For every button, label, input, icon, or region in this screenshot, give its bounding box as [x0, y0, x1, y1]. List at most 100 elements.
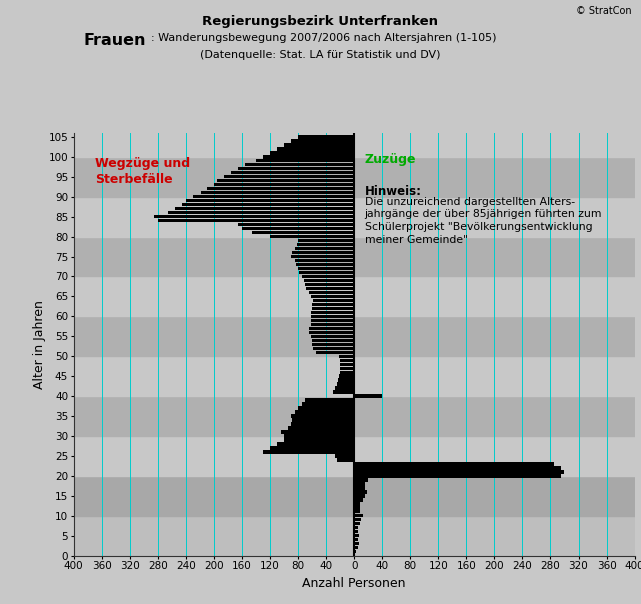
Bar: [169, 211, 354, 214]
Bar: [308, 330, 354, 334]
Bar: [295, 410, 354, 414]
Bar: [74, 197, 635, 237]
Bar: [312, 339, 354, 342]
Bar: [354, 506, 360, 510]
Bar: [242, 227, 354, 230]
Bar: [284, 439, 354, 442]
Bar: [354, 482, 365, 486]
Bar: [231, 171, 354, 175]
Bar: [340, 370, 354, 374]
Bar: [277, 147, 354, 150]
Bar: [354, 478, 368, 481]
Bar: [354, 394, 382, 398]
Y-axis label: Alter in Jahren: Alter in Jahren: [33, 300, 46, 389]
Bar: [74, 516, 635, 556]
Bar: [74, 237, 635, 277]
Bar: [312, 342, 354, 346]
Bar: [297, 243, 354, 246]
Bar: [281, 430, 354, 434]
Bar: [338, 379, 354, 382]
Bar: [291, 139, 354, 143]
Bar: [301, 275, 354, 278]
Bar: [288, 426, 354, 429]
Bar: [311, 315, 354, 318]
Text: Hinweis:: Hinweis:: [365, 185, 422, 198]
Bar: [299, 271, 354, 274]
Bar: [313, 347, 354, 350]
Text: Frauen: Frauen: [83, 33, 146, 48]
Bar: [263, 450, 354, 454]
Bar: [158, 219, 354, 222]
Bar: [217, 179, 354, 182]
Bar: [301, 402, 354, 406]
Bar: [354, 550, 356, 553]
Bar: [74, 356, 635, 396]
Text: Regierungsbezirk Unterfranken: Regierungsbezirk Unterfranken: [203, 15, 438, 28]
Bar: [354, 534, 359, 538]
Bar: [238, 167, 354, 170]
Bar: [354, 546, 358, 550]
Bar: [292, 419, 354, 422]
Bar: [256, 159, 354, 162]
Bar: [338, 374, 354, 378]
Bar: [308, 327, 354, 330]
Bar: [176, 207, 354, 210]
Bar: [298, 239, 354, 242]
Text: © StratCon: © StratCon: [576, 6, 631, 16]
Bar: [354, 490, 367, 493]
Bar: [298, 406, 354, 410]
Bar: [311, 323, 354, 326]
Bar: [354, 474, 561, 478]
Bar: [354, 462, 554, 466]
Bar: [311, 310, 354, 314]
Bar: [305, 399, 354, 402]
Bar: [74, 396, 635, 436]
Bar: [311, 295, 354, 298]
Bar: [201, 191, 354, 194]
Bar: [270, 235, 354, 239]
Bar: [291, 255, 354, 259]
Bar: [338, 355, 354, 358]
Bar: [295, 259, 354, 262]
Bar: [298, 135, 354, 138]
Bar: [74, 476, 635, 516]
Bar: [308, 291, 354, 294]
Bar: [340, 362, 354, 366]
X-axis label: Anzahl Personen: Anzahl Personen: [303, 577, 406, 590]
Bar: [186, 199, 354, 202]
Bar: [238, 223, 354, 226]
Bar: [313, 299, 354, 302]
Bar: [291, 414, 354, 418]
Bar: [354, 518, 361, 521]
Bar: [337, 458, 354, 461]
Bar: [306, 287, 354, 290]
Bar: [315, 350, 354, 354]
Bar: [270, 446, 354, 450]
Bar: [312, 303, 354, 306]
Bar: [354, 514, 363, 518]
Bar: [74, 316, 635, 356]
Bar: [296, 263, 354, 266]
Bar: [354, 466, 561, 470]
Bar: [224, 175, 354, 178]
Bar: [74, 277, 635, 316]
Bar: [311, 319, 354, 322]
Bar: [335, 454, 354, 458]
Bar: [207, 187, 354, 190]
Bar: [246, 163, 354, 167]
Bar: [74, 133, 635, 157]
Text: : Wanderungsbewegung 2007/2006 nach Altersjahren (1-105): : Wanderungsbewegung 2007/2006 nach Alte…: [151, 33, 496, 43]
Bar: [284, 143, 354, 147]
Bar: [340, 367, 354, 370]
Bar: [193, 195, 354, 198]
Bar: [154, 215, 354, 218]
Bar: [291, 422, 354, 426]
Bar: [340, 359, 354, 362]
Bar: [295, 247, 354, 250]
Bar: [298, 267, 354, 270]
Bar: [354, 530, 358, 533]
Text: Wegzüge und
Sterbefälle: Wegzüge und Sterbefälle: [95, 157, 190, 186]
Bar: [354, 542, 359, 545]
Bar: [305, 283, 354, 286]
Bar: [354, 510, 360, 513]
